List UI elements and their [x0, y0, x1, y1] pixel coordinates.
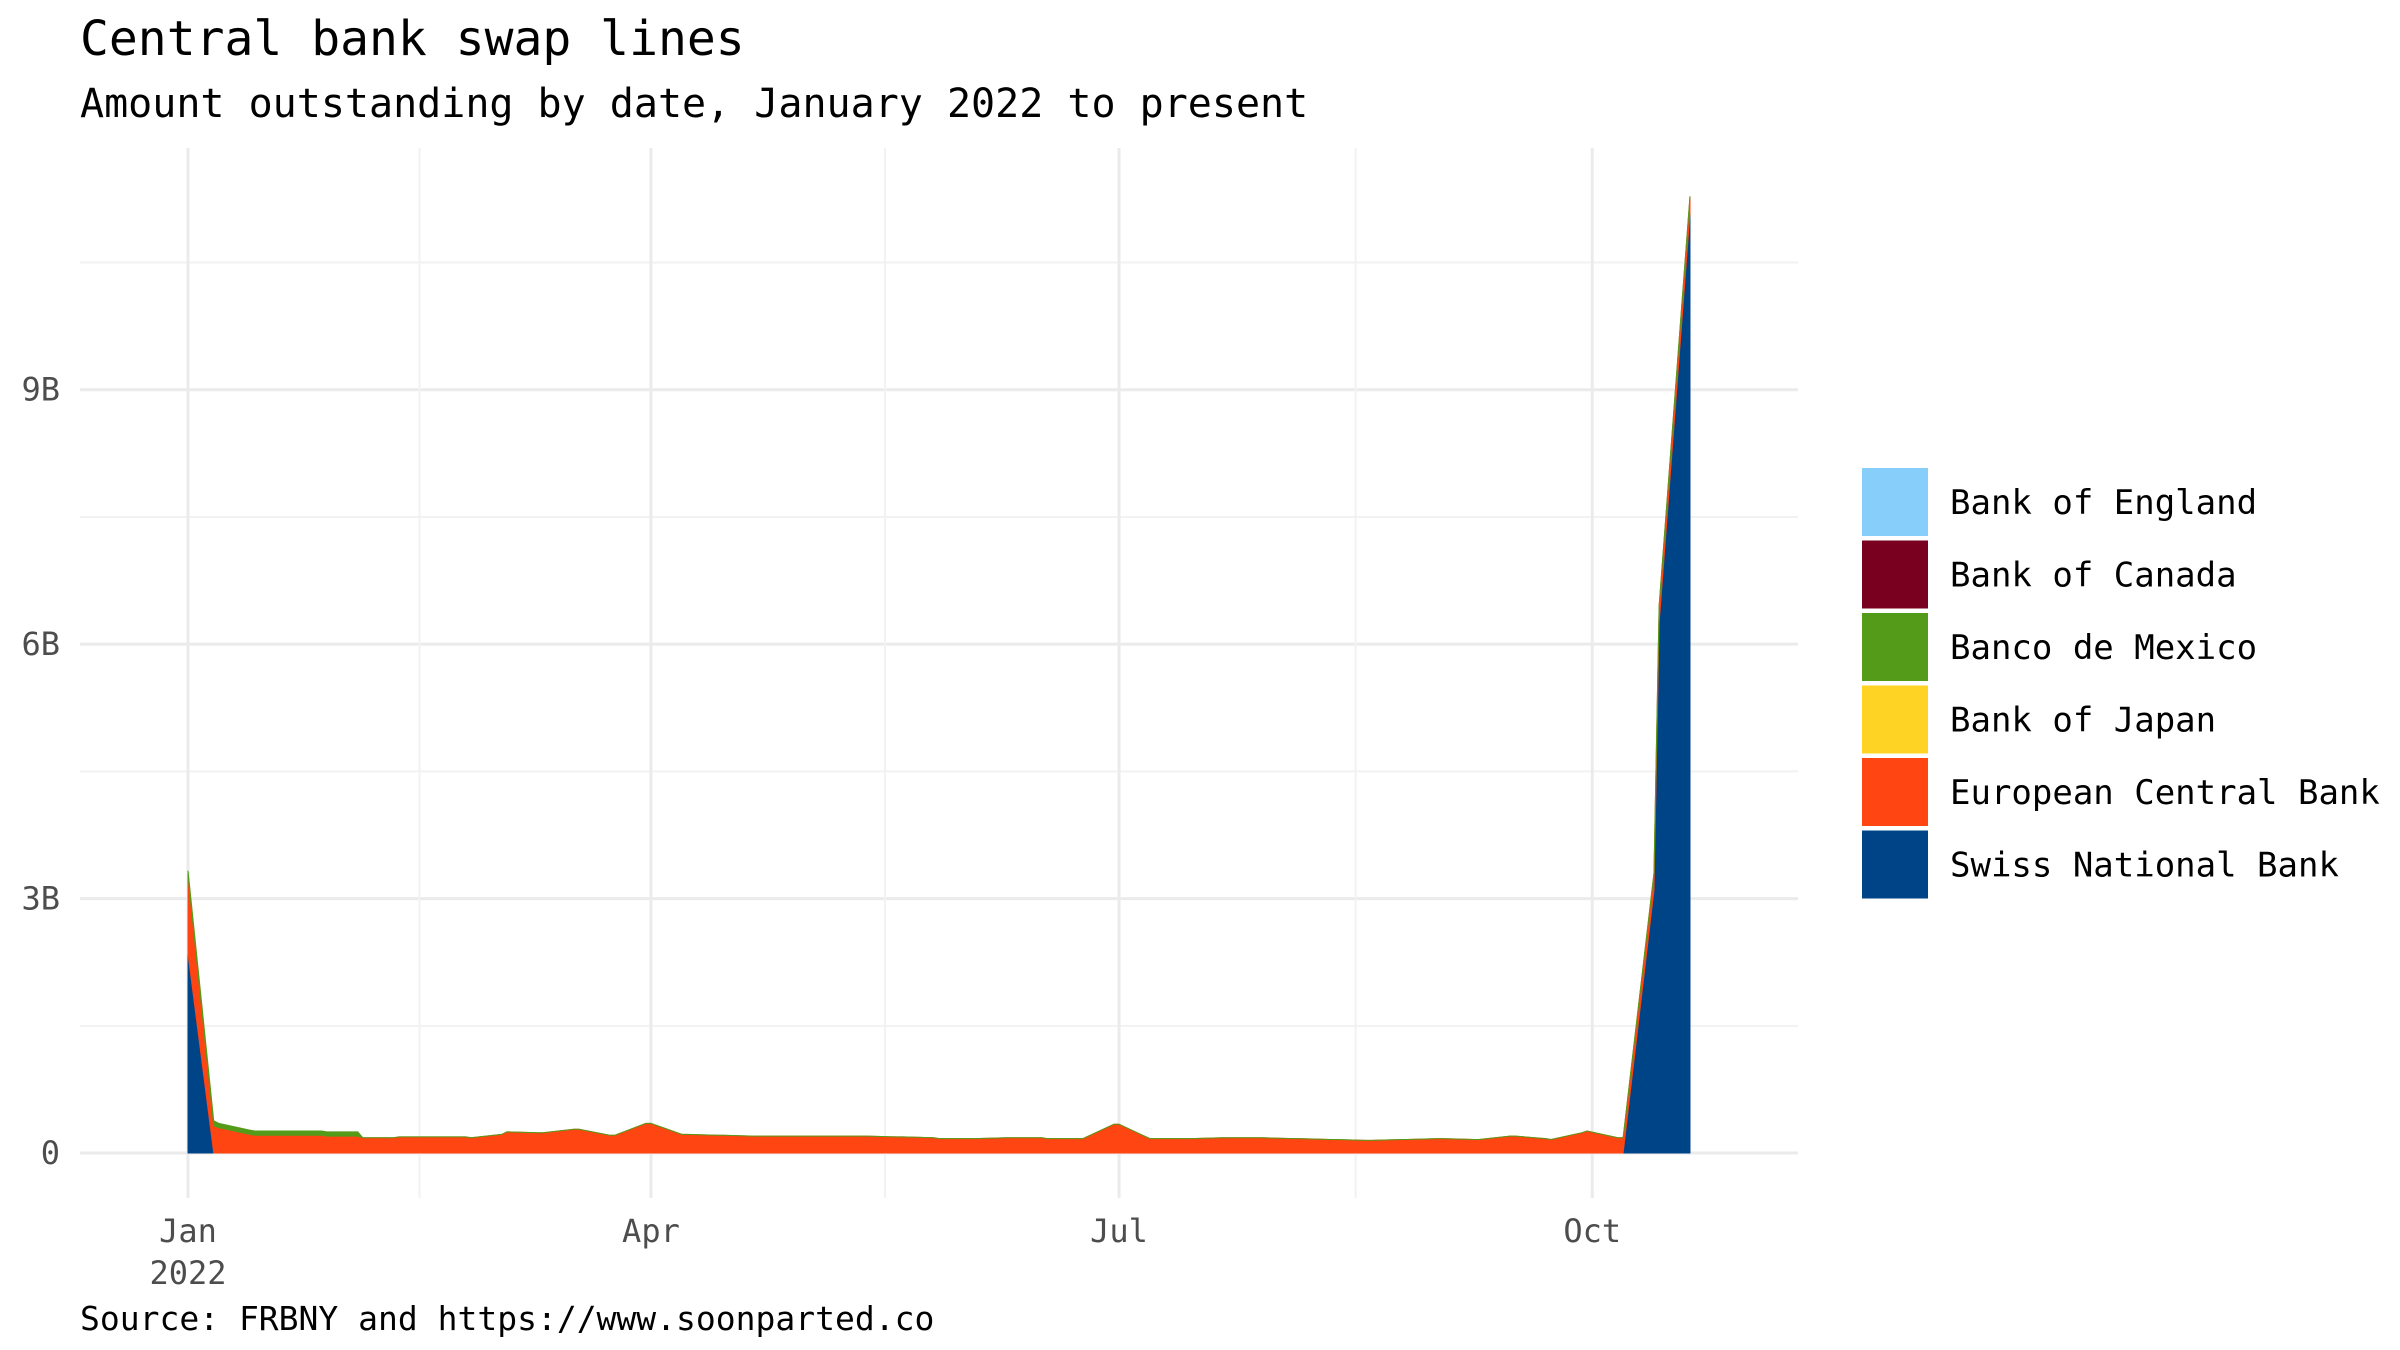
y-tick-label: 3B: [21, 880, 60, 918]
legend-key: [1862, 758, 1928, 826]
area-european-central-bank: [187, 196, 1691, 1154]
y-tick-label: 6B: [21, 625, 60, 663]
y-tick-label: 0: [41, 1134, 60, 1172]
chart-caption: Source: FRBNY and https://www.soonparted…: [80, 1299, 934, 1338]
legend-label: Swiss National Bank: [1950, 846, 2339, 886]
stacked-areas: [187, 196, 1691, 1154]
legend-label: Bank of Canada: [1950, 556, 2237, 596]
area-banco-de-mexico: [187, 196, 1691, 1141]
legend-key: [1862, 540, 1928, 609]
legend-label: Bank of Japan: [1950, 701, 2216, 741]
gridlines: [80, 148, 1798, 1198]
x-tick-label: Apr: [622, 1212, 680, 1250]
legend-key: [1862, 830, 1928, 899]
legend-key: [1862, 468, 1928, 536]
x-tick-label: Jan: [159, 1212, 217, 1250]
legend-label: European Central Bank: [1950, 773, 2380, 813]
x-tick-label: Oct: [1563, 1212, 1621, 1250]
x-tick-label: Jul: [1090, 1212, 1148, 1250]
x-axis: Jan 2022 Apr Jul Oct: [149, 1212, 1621, 1292]
legend-key: [1862, 613, 1928, 681]
legend-key: [1862, 685, 1928, 754]
y-axis: 0 3B 6B 9B: [21, 371, 60, 1172]
area-swiss-national-bank: [187, 213, 1691, 1154]
chart-subtitle: Amount outstanding by date, January 2022…: [80, 81, 1308, 127]
legend-label: Bank of England: [1950, 483, 2257, 523]
legend: Bank of England Bank of Canada Banco de Me…: [1862, 468, 2380, 899]
chart-title: Central bank swap lines: [80, 11, 745, 67]
legend-label: Banco de Mexico: [1950, 628, 2257, 668]
x-tick-label: 2022: [149, 1254, 226, 1292]
y-tick-label: 9B: [21, 371, 60, 409]
